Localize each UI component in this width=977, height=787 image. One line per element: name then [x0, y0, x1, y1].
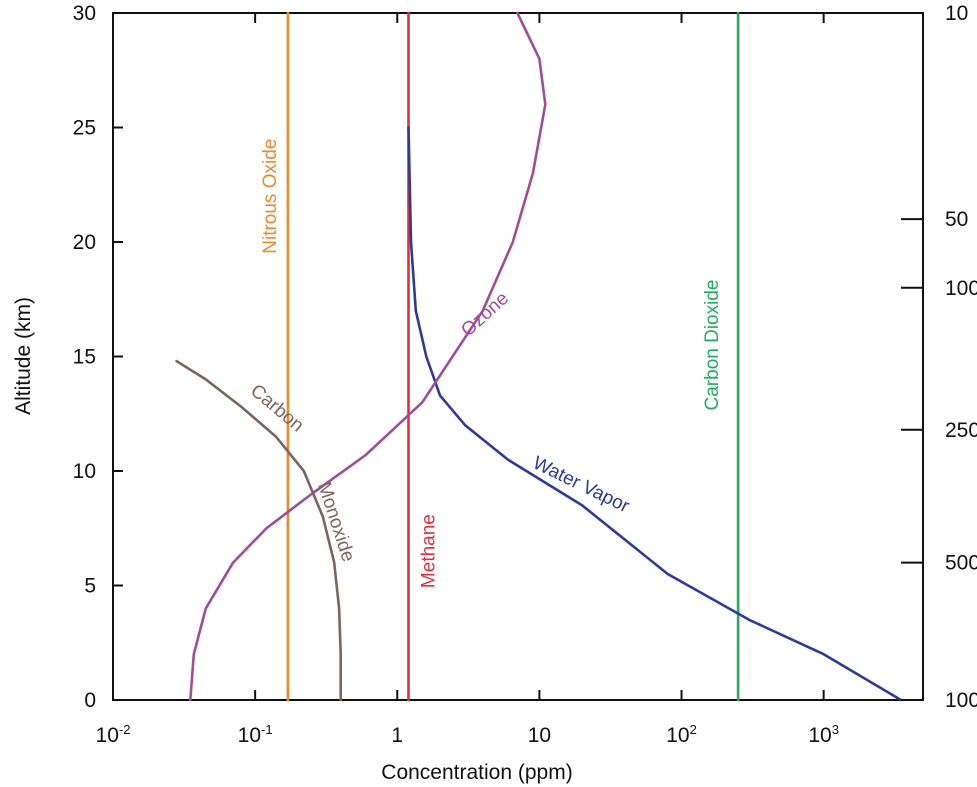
- curve-label-methane: Methane: [419, 514, 440, 588]
- y-tick-label: 0: [84, 689, 96, 712]
- series-line-ozone: [189, 11, 547, 702]
- series-lines: [175, 11, 903, 702]
- x-tick-label: 103: [808, 722, 839, 747]
- y-tick-label: 20: [73, 231, 96, 254]
- y-tick-label: 15: [73, 346, 96, 369]
- x-tick-label: 10-2: [96, 722, 131, 747]
- curve-label-nitrous-oxide: Nitrous Oxide: [260, 139, 281, 254]
- right-tick-label: 100: [945, 277, 977, 300]
- right-tick-label: 250: [945, 419, 977, 442]
- curve-label-carbon: Carbon: [246, 380, 307, 436]
- series-line-carbon-monoxide: [175, 359, 343, 702]
- right-tick-label: 1000: [945, 689, 977, 712]
- plot-frame: [112, 12, 924, 701]
- y-tick-label: 10: [73, 460, 96, 483]
- axis-ticks: [112, 12, 923, 701]
- right-tick-label: 10: [945, 2, 968, 25]
- y-tick-label: 30: [73, 2, 96, 25]
- curve-label-ozone: Ozone: [457, 288, 513, 341]
- y-axis-title: Altitude (km): [12, 297, 35, 415]
- x-tick-label: 10-1: [238, 722, 273, 747]
- x-tick-label: 1: [391, 724, 403, 747]
- right-tick-label: 50: [945, 208, 968, 231]
- x-tick-label: 10: [528, 724, 551, 747]
- curve-label-carbon-dioxide: Carbon Dioxide: [702, 280, 723, 411]
- series-line-water-vapor: [407, 126, 903, 702]
- x-axis-title: Concentration (ppm): [381, 761, 572, 784]
- y-tick-label: 25: [73, 117, 96, 140]
- y-tick-label: 5: [84, 575, 96, 598]
- right-tick-label: 500: [945, 552, 977, 575]
- x-tick-label: 102: [666, 722, 697, 747]
- curve-labels: Nitrous Oxide Methane Carbon Dioxide Water …: [246, 139, 723, 588]
- tick-labels: 10-2 10-1 1 10 102 103 0 5 10 15 20 25 30 10 50 100 250 5…: [73, 2, 977, 747]
- curve-label-monoxide: Monoxide: [313, 480, 358, 565]
- curve-label-water-vapor: Water Vapor: [529, 453, 633, 518]
